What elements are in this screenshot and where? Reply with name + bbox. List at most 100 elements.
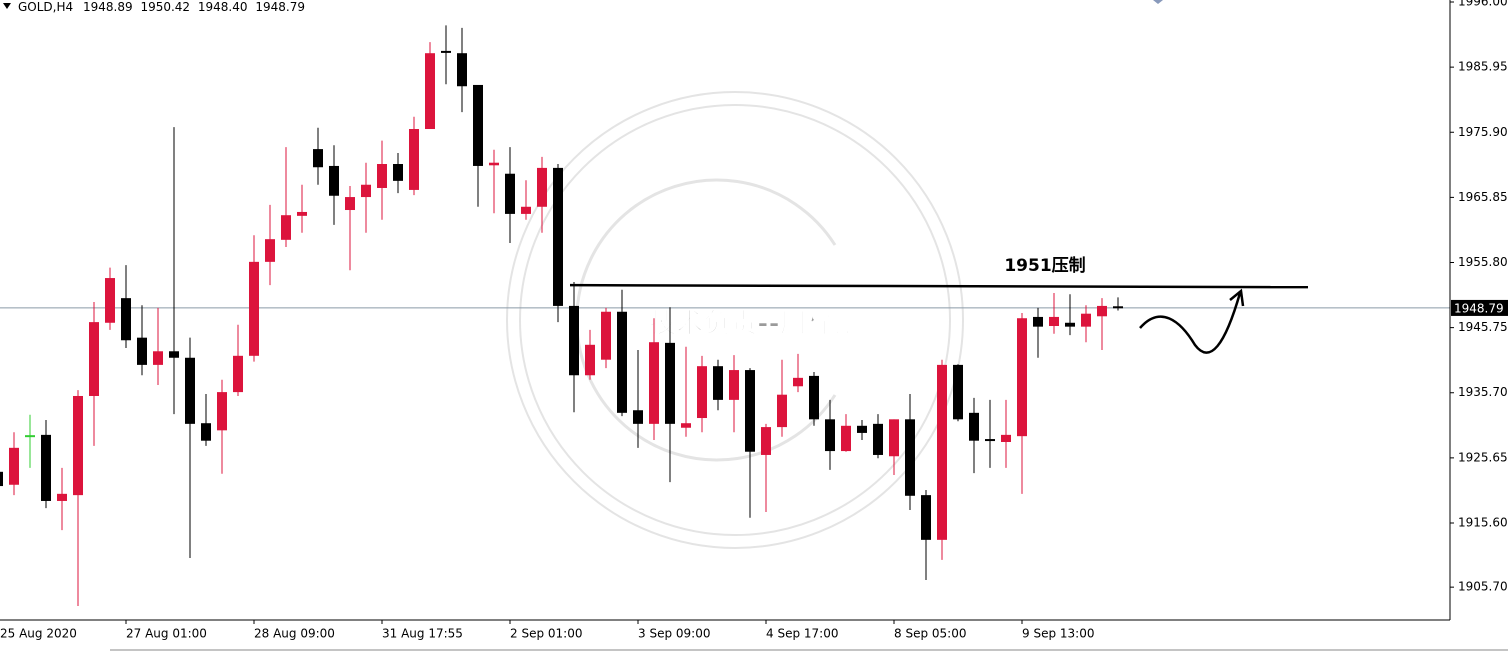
- candle-body: [409, 129, 419, 190]
- current-price-box: [1451, 299, 1508, 316]
- candle-body: [1081, 313, 1091, 327]
- candle-body: [153, 351, 163, 365]
- forecast-arrow: [1139, 288, 1245, 354]
- candle-body: [889, 419, 899, 457]
- candle-body: [937, 364, 947, 540]
- x-tick-label: 2 Sep 01:00: [510, 627, 582, 641]
- candle-body: [873, 423, 883, 455]
- x-tick-label: 25 Aug 2020: [0, 627, 77, 641]
- x-tick-label: 31 Aug 17:55: [382, 627, 463, 641]
- candle-body: [729, 370, 739, 400]
- candle-body: [921, 495, 931, 540]
- candle-body: [217, 392, 227, 431]
- y-tick-label: 1955.80: [1458, 255, 1508, 269]
- candle-body: [201, 423, 211, 441]
- candle-body: [137, 337, 147, 365]
- candle-body: [169, 351, 179, 358]
- candle-body: [121, 298, 131, 341]
- candle-body: [9, 447, 19, 485]
- resistance-label: 1951压制: [1004, 255, 1085, 276]
- candle-body: [841, 425, 851, 452]
- candle-body: [665, 342, 675, 424]
- candle-body: [425, 53, 435, 130]
- plot-area: [0, 25, 1450, 606]
- scroll-marker: [1153, 0, 1163, 4]
- y-tick-label: 1905.70: [1458, 580, 1508, 594]
- candle-body: [1065, 322, 1075, 327]
- x-tick-label: 3 Sep 09:00: [638, 627, 710, 641]
- candle-body: [697, 366, 707, 419]
- candle-body: [825, 419, 835, 452]
- current-price-label: 1948.79: [1454, 301, 1504, 315]
- candle-body: [761, 427, 771, 455]
- candle-body: [329, 165, 339, 196]
- candle-body: [553, 167, 563, 306]
- x-tick-label: 28 Aug 09:00: [254, 627, 335, 641]
- candle-body: [313, 149, 323, 168]
- candle-body: [857, 425, 867, 433]
- candle-body: [585, 344, 595, 376]
- candle-body: [249, 261, 259, 356]
- candle-body: [953, 364, 963, 420]
- chart-header: GOLD,H4 1948.89 1950.42 1948.40 1948.79: [18, 0, 305, 14]
- candle-body: [745, 370, 755, 452]
- candle-body: [569, 305, 579, 376]
- candle-body: [713, 366, 723, 400]
- candle-body: [185, 357, 195, 424]
- x-tick-label: 9 Sep 13:00: [1022, 627, 1094, 641]
- candle-body: [1017, 318, 1027, 437]
- candle-body: [969, 412, 979, 441]
- candle-body: [41, 434, 51, 501]
- watermark-ring: [519, 104, 951, 536]
- y-tick-label: 1935.70: [1458, 385, 1508, 399]
- candle-body: [601, 311, 611, 360]
- y-tick-label: 1915.60: [1458, 515, 1508, 529]
- watermark-ring: [506, 91, 964, 549]
- candle-body: [649, 342, 659, 424]
- candle-body: [809, 375, 819, 420]
- candle-body: [521, 206, 531, 214]
- y-tick-label: 1996.00: [1458, 0, 1508, 9]
- candle-body: [105, 278, 115, 323]
- y-tick-label: 1965.85: [1458, 190, 1508, 204]
- candle-body: [681, 423, 691, 428]
- chart-title: GOLD,H4: [18, 0, 73, 14]
- candle-body: [473, 84, 483, 166]
- x-tick-label: 8 Sep 05:00: [894, 627, 966, 641]
- candle-body: [297, 211, 307, 216]
- candle-body: [905, 419, 915, 496]
- candle-body: [265, 239, 275, 262]
- candle-body: [89, 322, 99, 396]
- candle-body: [57, 493, 67, 501]
- candle-body: [377, 164, 387, 188]
- candle-body: [0, 471, 3, 487]
- y-tick-label: 1945.75: [1458, 320, 1508, 334]
- x-tick-label: 27 Aug 01:00: [126, 627, 207, 641]
- candle-body: [489, 162, 499, 166]
- candle-body: [617, 311, 627, 413]
- watermark-text: 技术负责--周梓凯: [649, 308, 860, 340]
- candle-body: [233, 355, 243, 393]
- candle-body: [505, 173, 515, 214]
- candle-body: [1097, 305, 1107, 317]
- header-high: 1950.42: [140, 0, 190, 14]
- header-close: 1948.79: [255, 0, 305, 14]
- candle-body: [1001, 434, 1011, 442]
- candle-body: [777, 394, 787, 428]
- candle-body: [633, 410, 643, 424]
- candle-body: [457, 53, 467, 87]
- header-open: 1948.89: [83, 0, 133, 14]
- candle-body: [281, 215, 291, 240]
- candle-body: [537, 167, 547, 207]
- candle-body: [1049, 316, 1059, 327]
- x-tick-label: 4 Sep 17:00: [766, 627, 838, 641]
- candle-body: [793, 377, 803, 387]
- candle-body: [361, 184, 371, 198]
- y-tick-label: 1925.65: [1458, 450, 1508, 464]
- resistance-line: [569, 283, 1309, 289]
- y-tick-label: 1985.95: [1458, 60, 1508, 74]
- header-low: 1948.40: [198, 0, 248, 14]
- symbol-menu-icon[interactable]: [3, 3, 11, 9]
- candle-body: [393, 164, 403, 181]
